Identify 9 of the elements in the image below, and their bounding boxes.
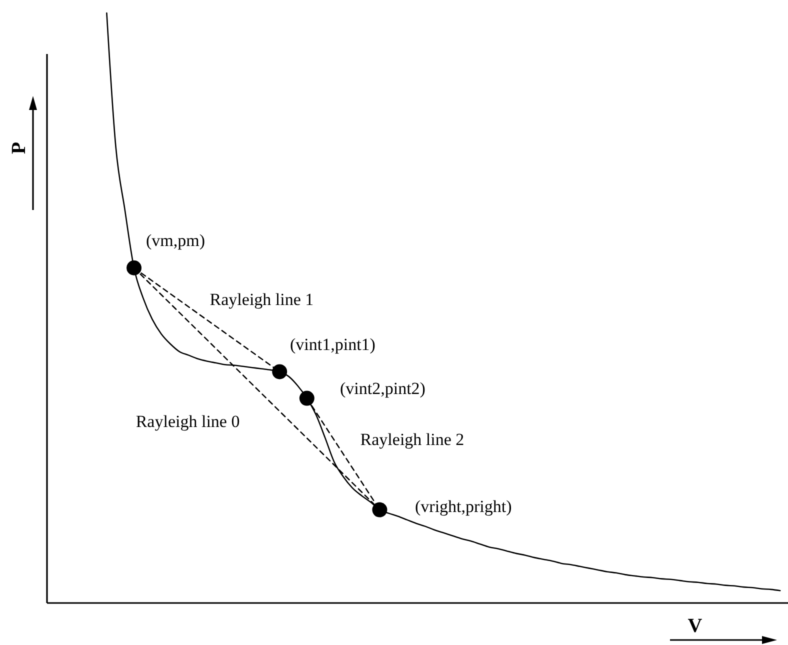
annotation: (vright,pright) [415, 497, 512, 516]
series-label: Rayleigh line 2 [360, 430, 464, 450]
y-axis-title: P [8, 142, 30, 154]
annotation: (vint1,pint1) [290, 335, 376, 354]
series-label: Rayleigh line 0 [136, 412, 240, 431]
x-axis-title: V [688, 615, 703, 637]
annotation: (vm,pm) [146, 231, 206, 250]
series-label: Rayleigh line 1 [210, 290, 314, 309]
annotation: (vint2,pint2) [340, 379, 426, 398]
